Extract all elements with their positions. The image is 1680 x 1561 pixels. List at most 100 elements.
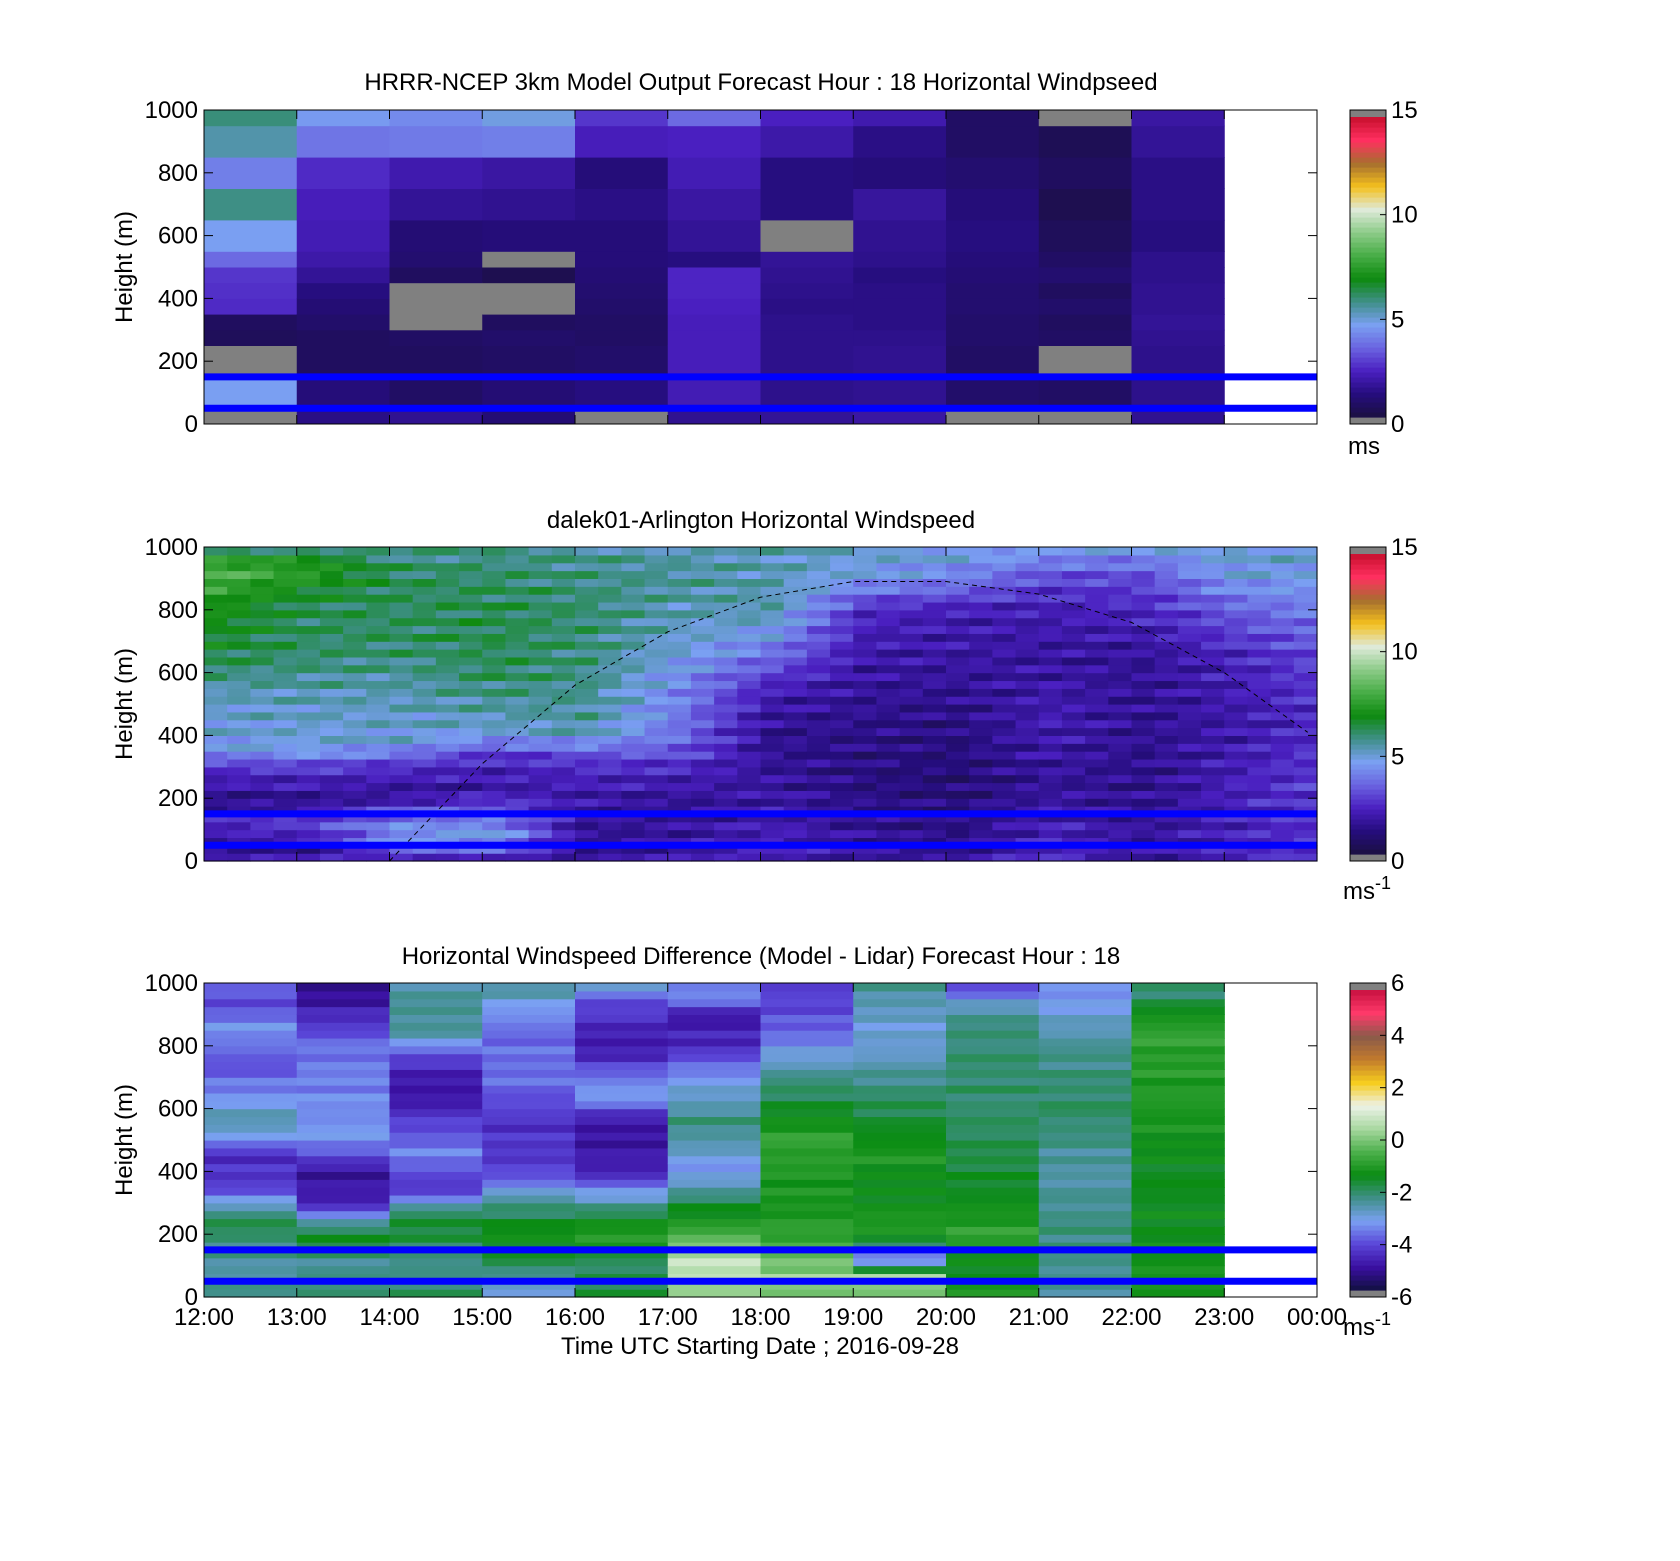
heatmap-cell	[1131, 1187, 1225, 1196]
heatmap-cell	[969, 790, 993, 799]
y-tick-label: 600	[158, 223, 198, 250]
heatmap-cell	[1154, 735, 1179, 744]
heatmap-cell	[922, 806, 947, 815]
heatmap-cell	[204, 743, 228, 752]
heatmap-cell	[1293, 554, 1318, 564]
heatmap-cell	[1201, 617, 1225, 627]
heatmap-cell	[204, 125, 298, 158]
heatmap-cell	[1247, 609, 1272, 619]
heatmap-cell	[296, 609, 321, 619]
heatmap-cell	[227, 554, 251, 564]
heatmap-cell	[992, 798, 1017, 807]
heatmap-cell	[922, 609, 947, 619]
heatmap-cell	[667, 656, 692, 666]
heatmap-cell	[760, 1108, 854, 1118]
heatmap-cell	[227, 625, 251, 634]
heatmap-cell	[389, 664, 414, 674]
heatmap-cell	[1015, 853, 1040, 862]
heatmap-cell	[1038, 1281, 1133, 1290]
heatmap-cell	[737, 696, 762, 705]
heatmap-cell	[343, 758, 367, 768]
heatmap-cell	[551, 711, 576, 721]
heatmap-cell	[598, 837, 622, 846]
heatmap-cell	[714, 751, 738, 760]
heatmap-cell	[366, 609, 391, 619]
heatmap-cell	[1154, 719, 1179, 729]
heatmap-cell	[598, 853, 622, 862]
heatmap-cell	[366, 758, 391, 768]
heatmap-cell	[343, 594, 367, 603]
heatmap-cell	[204, 1202, 298, 1212]
heatmap-cell	[830, 594, 854, 603]
heatmap-cell	[1038, 1069, 1133, 1078]
heatmap-cell	[922, 625, 947, 634]
heatmap-cell	[1270, 672, 1295, 682]
heatmap-cell	[296, 1171, 391, 1180]
heatmap-cell	[806, 625, 831, 634]
heatmap-cell	[482, 696, 507, 705]
heatmap-cell	[946, 1194, 1040, 1204]
heatmap-cell	[389, 853, 414, 862]
heatmap-cell	[1085, 829, 1109, 839]
heatmap-cell	[899, 758, 924, 768]
heatmap-cell	[319, 845, 344, 854]
heatmap-cell	[969, 829, 993, 839]
heatmap-cell	[412, 547, 437, 556]
heatmap-cell	[899, 806, 924, 815]
heatmap-cell	[969, 633, 993, 642]
heatmap-cell	[1247, 727, 1272, 736]
heatmap-cell	[1038, 1132, 1133, 1141]
heatmap-cell	[946, 1037, 1040, 1047]
heatmap-cell	[296, 1289, 391, 1298]
heatmap-cell	[969, 853, 993, 862]
heatmap-cell	[551, 633, 576, 642]
heatmap-cell	[969, 672, 993, 682]
panel-difference: Horizontal Windspeed Difference (Model -…	[111, 943, 1412, 1341]
heatmap-cell	[575, 554, 599, 564]
heatmap-cell	[644, 547, 669, 556]
heatmap-cell	[1270, 617, 1295, 627]
heatmap-cell	[204, 766, 228, 776]
heatmap-cell	[204, 1061, 298, 1070]
heatmap-cell	[1247, 711, 1272, 721]
heatmap-cell	[1177, 570, 1202, 579]
heatmap-cell	[737, 735, 762, 744]
heatmap-cell	[528, 774, 553, 784]
heatmap-cell	[1247, 704, 1272, 713]
heatmap-cell	[412, 782, 437, 791]
heatmap-cell	[1131, 688, 1156, 697]
reference-lines	[204, 373, 1317, 412]
heatmap-cell	[1224, 554, 1249, 564]
heatmap-cell	[1131, 157, 1225, 189]
heatmap-cell	[389, 751, 414, 760]
heatmap-cell	[482, 751, 507, 760]
heatmap-cell	[1224, 719, 1249, 729]
heatmap-cell	[1131, 837, 1156, 846]
heatmap-cell	[1177, 719, 1202, 729]
heatmap-cell	[1247, 696, 1272, 705]
heatmap-cell	[551, 562, 576, 572]
heatmap-cell	[830, 821, 854, 831]
heatmap-cell	[1108, 798, 1133, 807]
heatmap-cell	[343, 727, 367, 736]
heatmap-cell	[273, 766, 298, 776]
heatmap-cell	[482, 806, 507, 815]
colorbar-segment	[1350, 659, 1386, 665]
heatmap-cell	[227, 672, 251, 682]
heatmap-cell	[505, 798, 530, 807]
colorbar-segment	[1350, 990, 1386, 996]
heatmap-cell	[1038, 1124, 1133, 1133]
heatmap-cell	[204, 845, 228, 854]
heatmap-cell	[737, 625, 762, 634]
heatmap-cell	[551, 594, 576, 603]
heatmap-cell	[296, 329, 390, 346]
heatmap-cell	[389, 554, 414, 564]
heatmap-cell	[1061, 751, 1086, 760]
heatmap-cell	[783, 790, 808, 799]
heatmap-cell	[621, 641, 646, 650]
heatmap-cell	[1131, 1022, 1225, 1031]
heatmap-cell	[1131, 790, 1156, 799]
colorbar-segment	[1350, 709, 1386, 715]
colorbar-segment	[1350, 267, 1386, 273]
heatmap-cell	[551, 798, 576, 807]
